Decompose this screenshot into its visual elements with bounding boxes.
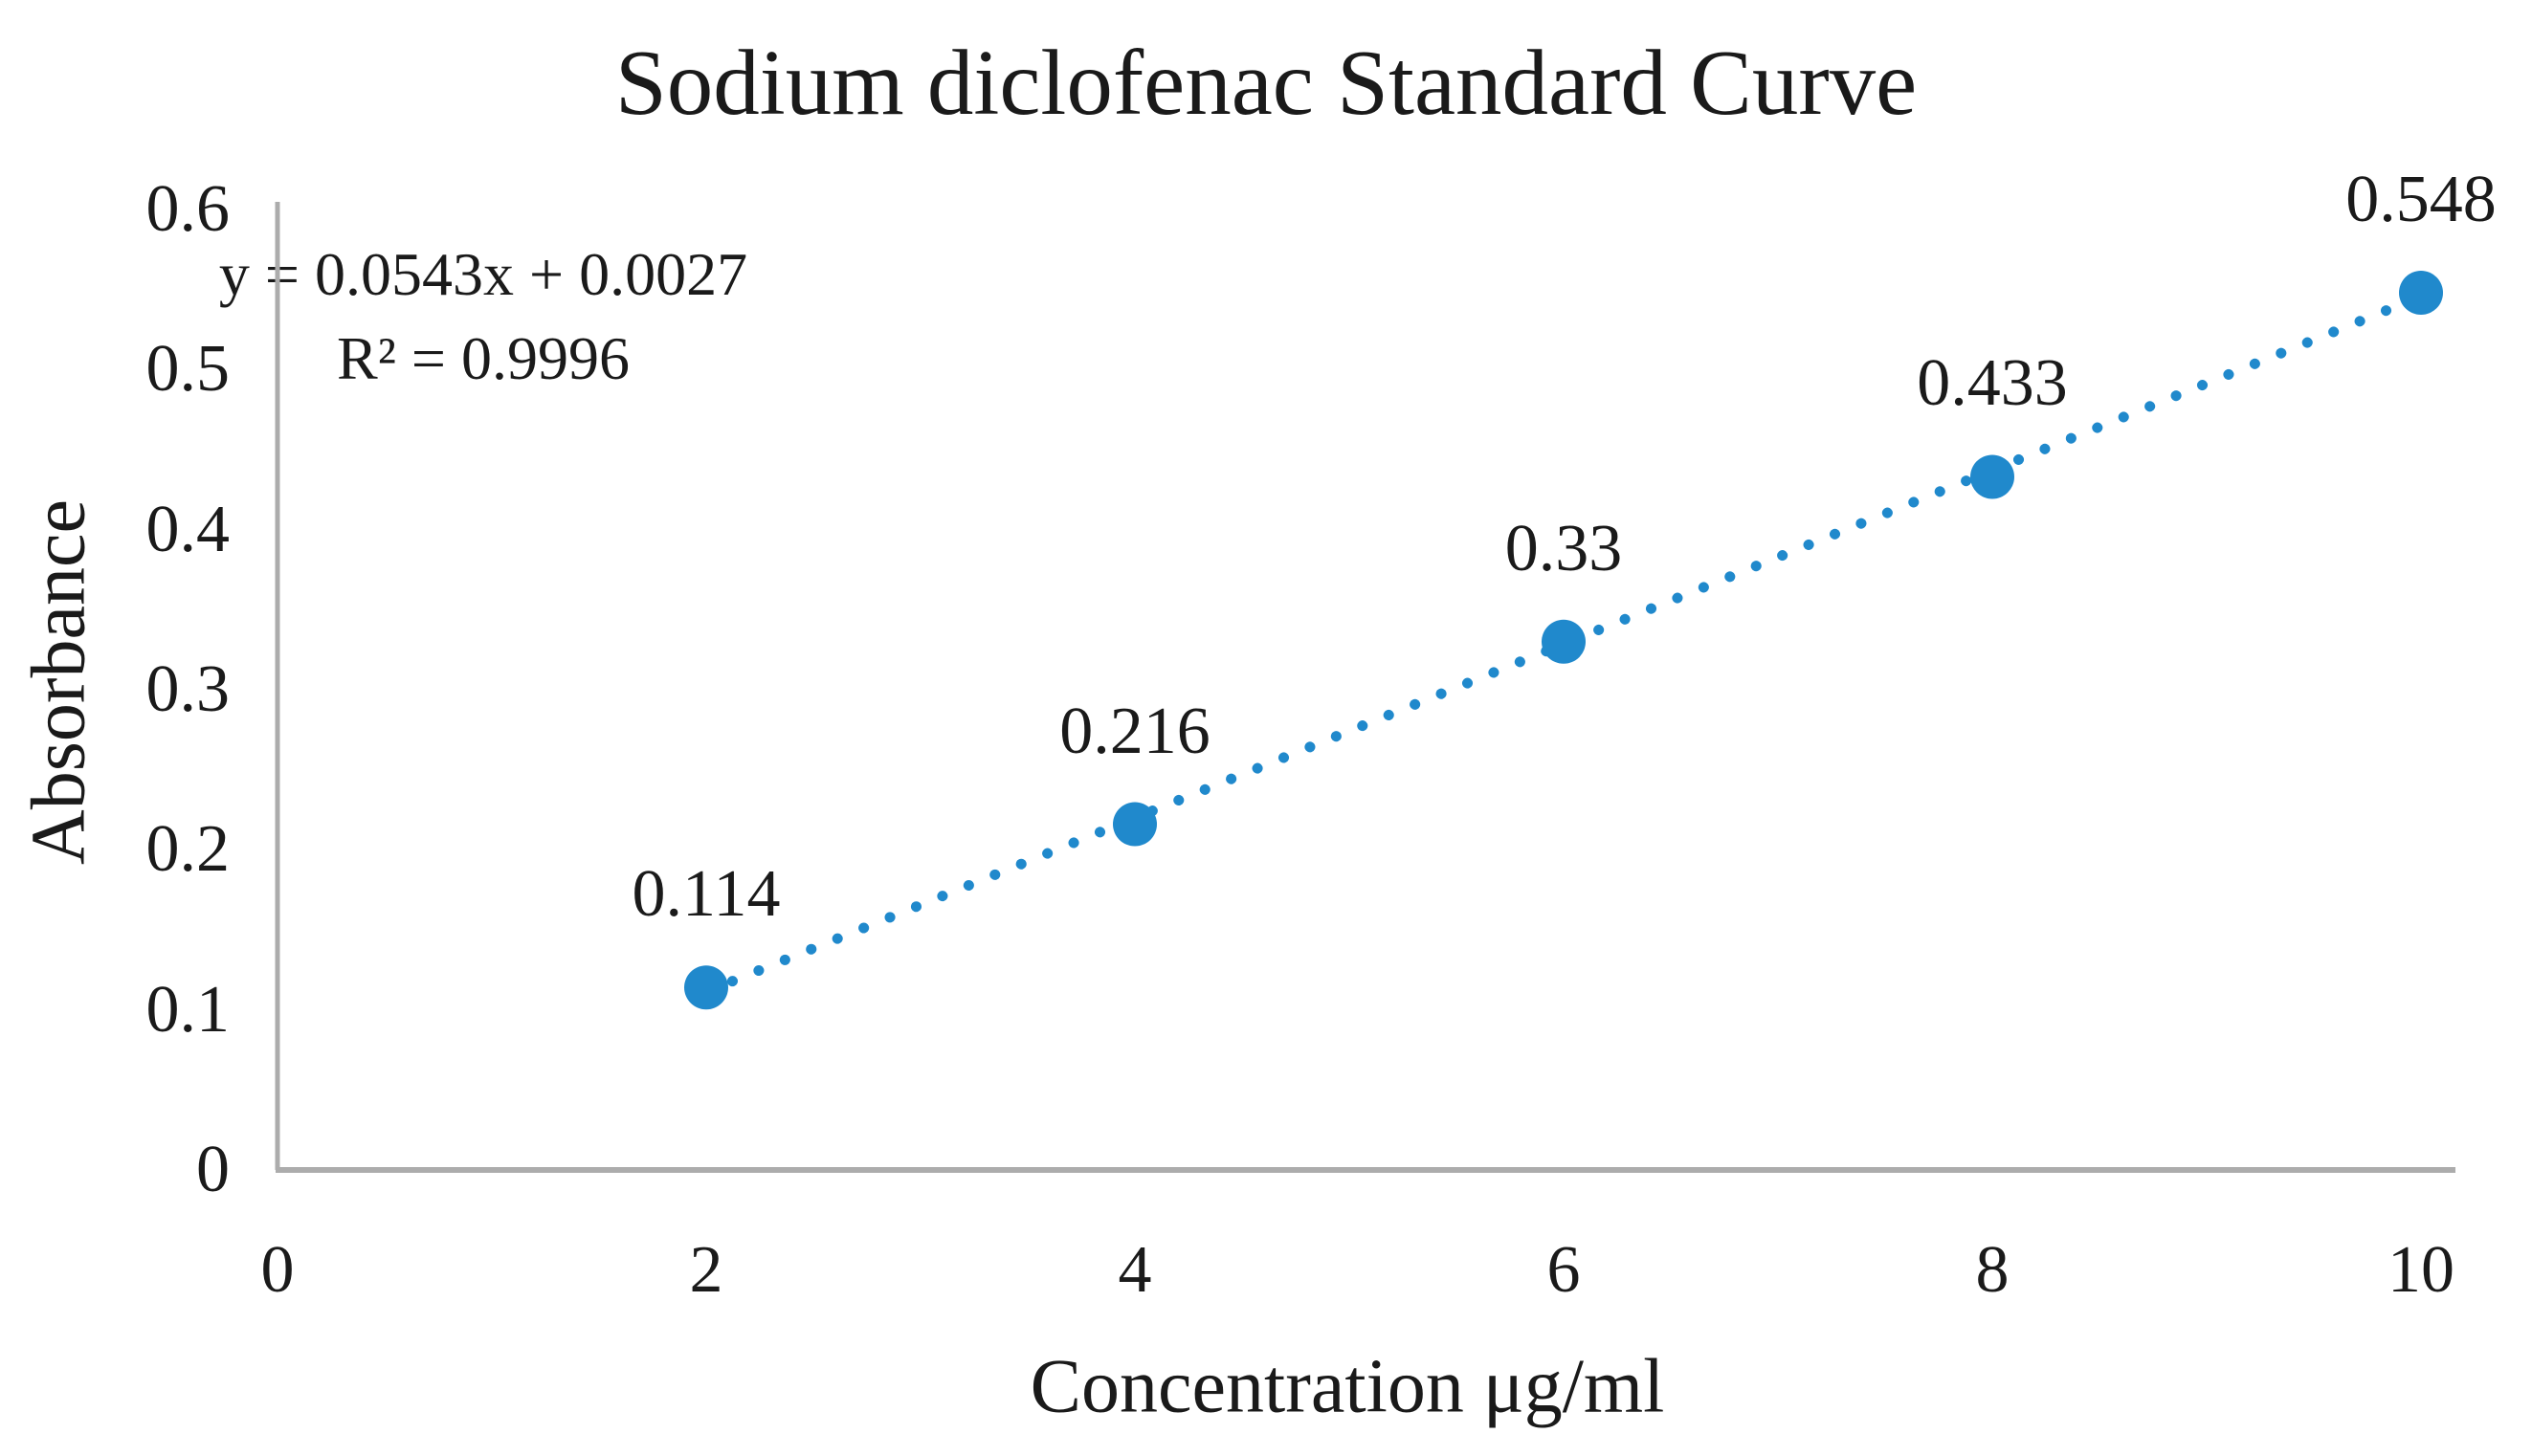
x-tick-label: 8: [1975, 1233, 2010, 1307]
trendline-annotation: y = 0.0543x + 0.0027 R² = 0.9996: [219, 232, 747, 401]
trendline-equation: y = 0.0543x + 0.0027: [218, 240, 748, 308]
y-tick-label: 0.1: [145, 972, 231, 1047]
point-value-label: 0.33: [1504, 511, 1623, 585]
x-tick-label: 4: [1118, 1233, 1152, 1307]
x-tick-label: 10: [2388, 1233, 2454, 1307]
point-value-label: 0.216: [1059, 694, 1210, 768]
y-tick-label: 0.6: [145, 172, 231, 246]
data-point-marker: [1542, 619, 1586, 664]
data-point-marker: [2399, 271, 2443, 316]
r-squared-value: R² = 0.9996: [337, 324, 630, 392]
chart-title: Sodium diclofenac Standard Curve: [614, 32, 1918, 134]
point-value-label: 0.433: [1917, 346, 2068, 421]
point-value-label: 0.548: [2345, 163, 2497, 236]
data-point-marker: [1970, 454, 2014, 499]
trendline-dotted: [700, 291, 2427, 998]
y-tick-label: 0.4: [145, 492, 231, 566]
y-tick-label: 0.2: [145, 812, 231, 887]
x-axis-title: Concentration μg/ml: [1030, 1344, 1665, 1429]
x-tick-label: 0: [260, 1233, 295, 1307]
y-tick-label: 0.3: [145, 652, 231, 726]
data-point-marker: [684, 965, 728, 1010]
data-point-marker: [1113, 802, 1157, 847]
point-value-label: 0.114: [632, 857, 781, 932]
x-tick-label: 6: [1546, 1233, 1581, 1307]
y-tick-label: 0.5: [145, 332, 231, 407]
y-tick-label: 0: [196, 1133, 230, 1206]
x-tick-label: 2: [689, 1233, 723, 1307]
